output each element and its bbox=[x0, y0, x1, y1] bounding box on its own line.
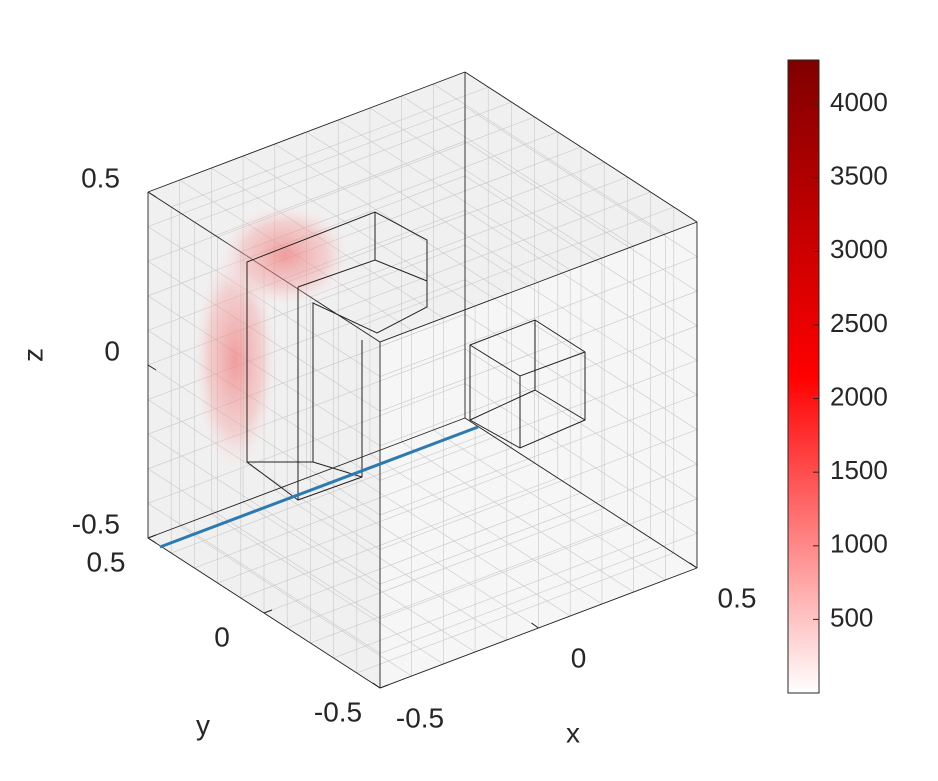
obstacles bbox=[246, 211, 586, 501]
mesh-line bbox=[263, 492, 582, 614]
mesh-line bbox=[171, 86, 489, 208]
mesh-line bbox=[464, 106, 698, 257]
colorbar-tick-label: 1000 bbox=[830, 529, 888, 559]
cube-edge bbox=[147, 71, 466, 193]
z-axis-label: z bbox=[17, 348, 48, 362]
mesh-line bbox=[464, 210, 698, 361]
mesh-line bbox=[338, 465, 571, 617]
mesh-line bbox=[379, 256, 698, 377]
x-tick bbox=[531, 622, 539, 629]
z-tick-label: -0.5 bbox=[72, 508, 120, 539]
colorbar-tick-label: 4000 bbox=[830, 87, 888, 117]
mesh-line bbox=[464, 175, 698, 327]
x-tick-label: 0.5 bbox=[718, 582, 757, 613]
colorbar: 500 1000 1500 2000 2500 3000 3500 4000 bbox=[787, 59, 888, 694]
mesh-line bbox=[369, 107, 603, 259]
colorbar-scale bbox=[787, 59, 820, 694]
z-tick bbox=[147, 191, 157, 198]
z-tick bbox=[147, 364, 157, 371]
cube-edge bbox=[464, 71, 698, 223]
x-tick bbox=[689, 562, 698, 569]
z-tick-label: 0 bbox=[104, 335, 120, 366]
colorbar-tick-label: 2500 bbox=[830, 308, 888, 338]
y-axis-label: y bbox=[196, 709, 210, 740]
x-tick bbox=[372, 682, 381, 689]
mesh-line bbox=[240, 477, 558, 599]
mesh-line bbox=[379, 290, 698, 412]
mesh-line bbox=[171, 432, 489, 554]
mesh-line bbox=[433, 83, 666, 235]
x-axis-label: x bbox=[566, 717, 580, 748]
colorbar-tick-label: 3000 bbox=[830, 234, 888, 264]
mesh-line bbox=[147, 106, 466, 227]
colorbar-tick-label: 3500 bbox=[830, 161, 888, 191]
colorbar-tick-label: 2000 bbox=[830, 381, 888, 411]
x-tick-label: -0.5 bbox=[396, 702, 444, 733]
mesh-line bbox=[401, 95, 634, 247]
mesh-line bbox=[379, 325, 698, 447]
mesh-line bbox=[379, 360, 698, 481]
colorbar-tick-label: 500 bbox=[830, 602, 873, 632]
mesh-line bbox=[369, 453, 603, 605]
cube-edge bbox=[147, 417, 466, 539]
mesh-line bbox=[401, 441, 634, 593]
mesh-line bbox=[433, 429, 666, 581]
colorbar-tick-label: 1500 bbox=[830, 455, 888, 485]
mesh-line bbox=[194, 101, 512, 223]
z-tick bbox=[147, 537, 157, 544]
mesh-line bbox=[464, 140, 698, 292]
y-tick bbox=[263, 609, 273, 614]
y-tick-label: -0.5 bbox=[314, 696, 362, 727]
mesh-line bbox=[217, 462, 535, 584]
y-tick bbox=[147, 534, 157, 539]
mesh-line bbox=[194, 447, 512, 569]
mesh-line bbox=[147, 140, 466, 262]
x-tick-label: 0 bbox=[571, 642, 587, 673]
y-tick-label: 0 bbox=[214, 621, 230, 652]
cube-edge bbox=[464, 417, 698, 569]
heat-region bbox=[190, 200, 355, 480]
y-tick-label: 0.5 bbox=[87, 546, 126, 577]
mesh-line bbox=[338, 119, 571, 271]
z-tick-label: 0.5 bbox=[81, 162, 120, 193]
path-line bbox=[159, 425, 479, 549]
y-tick bbox=[379, 684, 389, 689]
plot-area: -0.5 0 0.5 -0.5 0 0.5 -0.5 0 0.5 bbox=[72, 71, 757, 733]
cube-edge bbox=[379, 221, 698, 343]
